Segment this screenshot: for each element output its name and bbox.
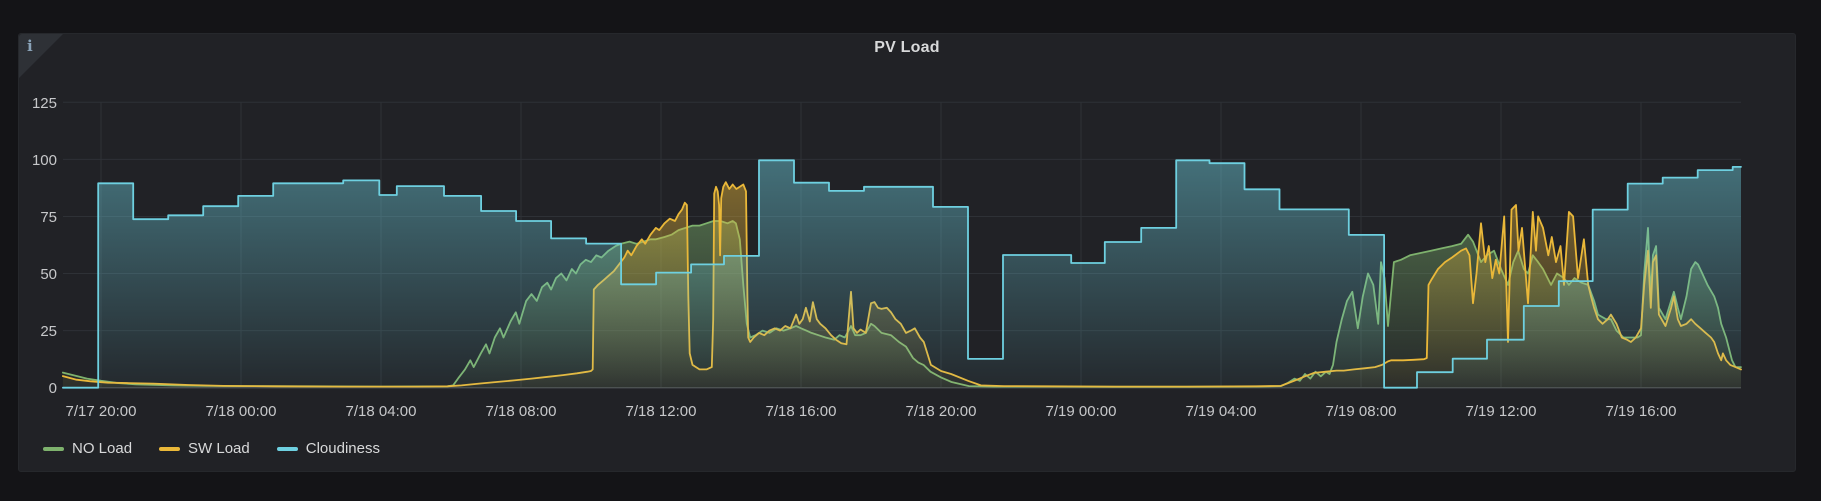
x-tick-label: 7/18 00:00 (206, 403, 277, 420)
x-tick-label: 7/18 08:00 (486, 403, 557, 420)
x-tick-label: 7/19 16:00 (1606, 403, 1677, 420)
legend-item-cloudiness[interactable]: Cloudiness (276, 439, 380, 459)
grafana-panel: i PV Load 0 25 50 75 100 125 7/17 20:00 7/18 00… (18, 33, 1796, 472)
y-tick-label: 125 (32, 95, 57, 112)
legend-item-sw-load[interactable]: SW Load (159, 439, 250, 459)
legend-series-color-marker (276, 447, 298, 451)
legend-series-label: NO Load (72, 440, 133, 457)
y-tick-label: 0 (49, 380, 57, 397)
x-tick-label: 7/18 04:00 (346, 403, 417, 420)
panel-title[interactable]: PV Load (874, 39, 940, 56)
x-tick-label: 7/18 12:00 (626, 403, 697, 420)
x-tick-label: 7/19 12:00 (1466, 403, 1537, 420)
series-area-cloudiness (62, 160, 1741, 388)
y-tick-label: 25 (40, 323, 57, 340)
x-tick-label: 7/17 20:00 (66, 403, 137, 420)
x-tick-label: 7/18 16:00 (766, 403, 837, 420)
y-tick-label: 100 (32, 152, 57, 169)
legend: NO Load SW Load Cloudiness (43, 439, 380, 459)
x-tick-label: 7/18 20:00 (906, 403, 977, 420)
info-icon[interactable]: i (27, 37, 33, 55)
legend-series-label: SW Load (188, 440, 250, 457)
y-tick-label: 75 (40, 209, 57, 226)
timeseries-chart-canvas[interactable]: 0 25 50 75 100 125 7/17 20:00 7/18 00:00 7/18 04… (19, 34, 1797, 473)
x-tick-label: 7/19 00:00 (1046, 403, 1117, 420)
y-tick-label: 50 (40, 266, 57, 283)
panel-info-corner[interactable] (19, 34, 63, 78)
x-tick-label: 7/19 08:00 (1326, 403, 1397, 420)
legend-series-color-marker (159, 447, 181, 451)
legend-series-color-marker (43, 447, 64, 451)
legend-item-no-load[interactable]: NO Load (43, 439, 132, 459)
series-line-cloudiness (62, 159, 1742, 389)
legend-series-label: Cloudiness (305, 440, 380, 457)
x-tick-label: 7/19 04:00 (1186, 403, 1257, 420)
